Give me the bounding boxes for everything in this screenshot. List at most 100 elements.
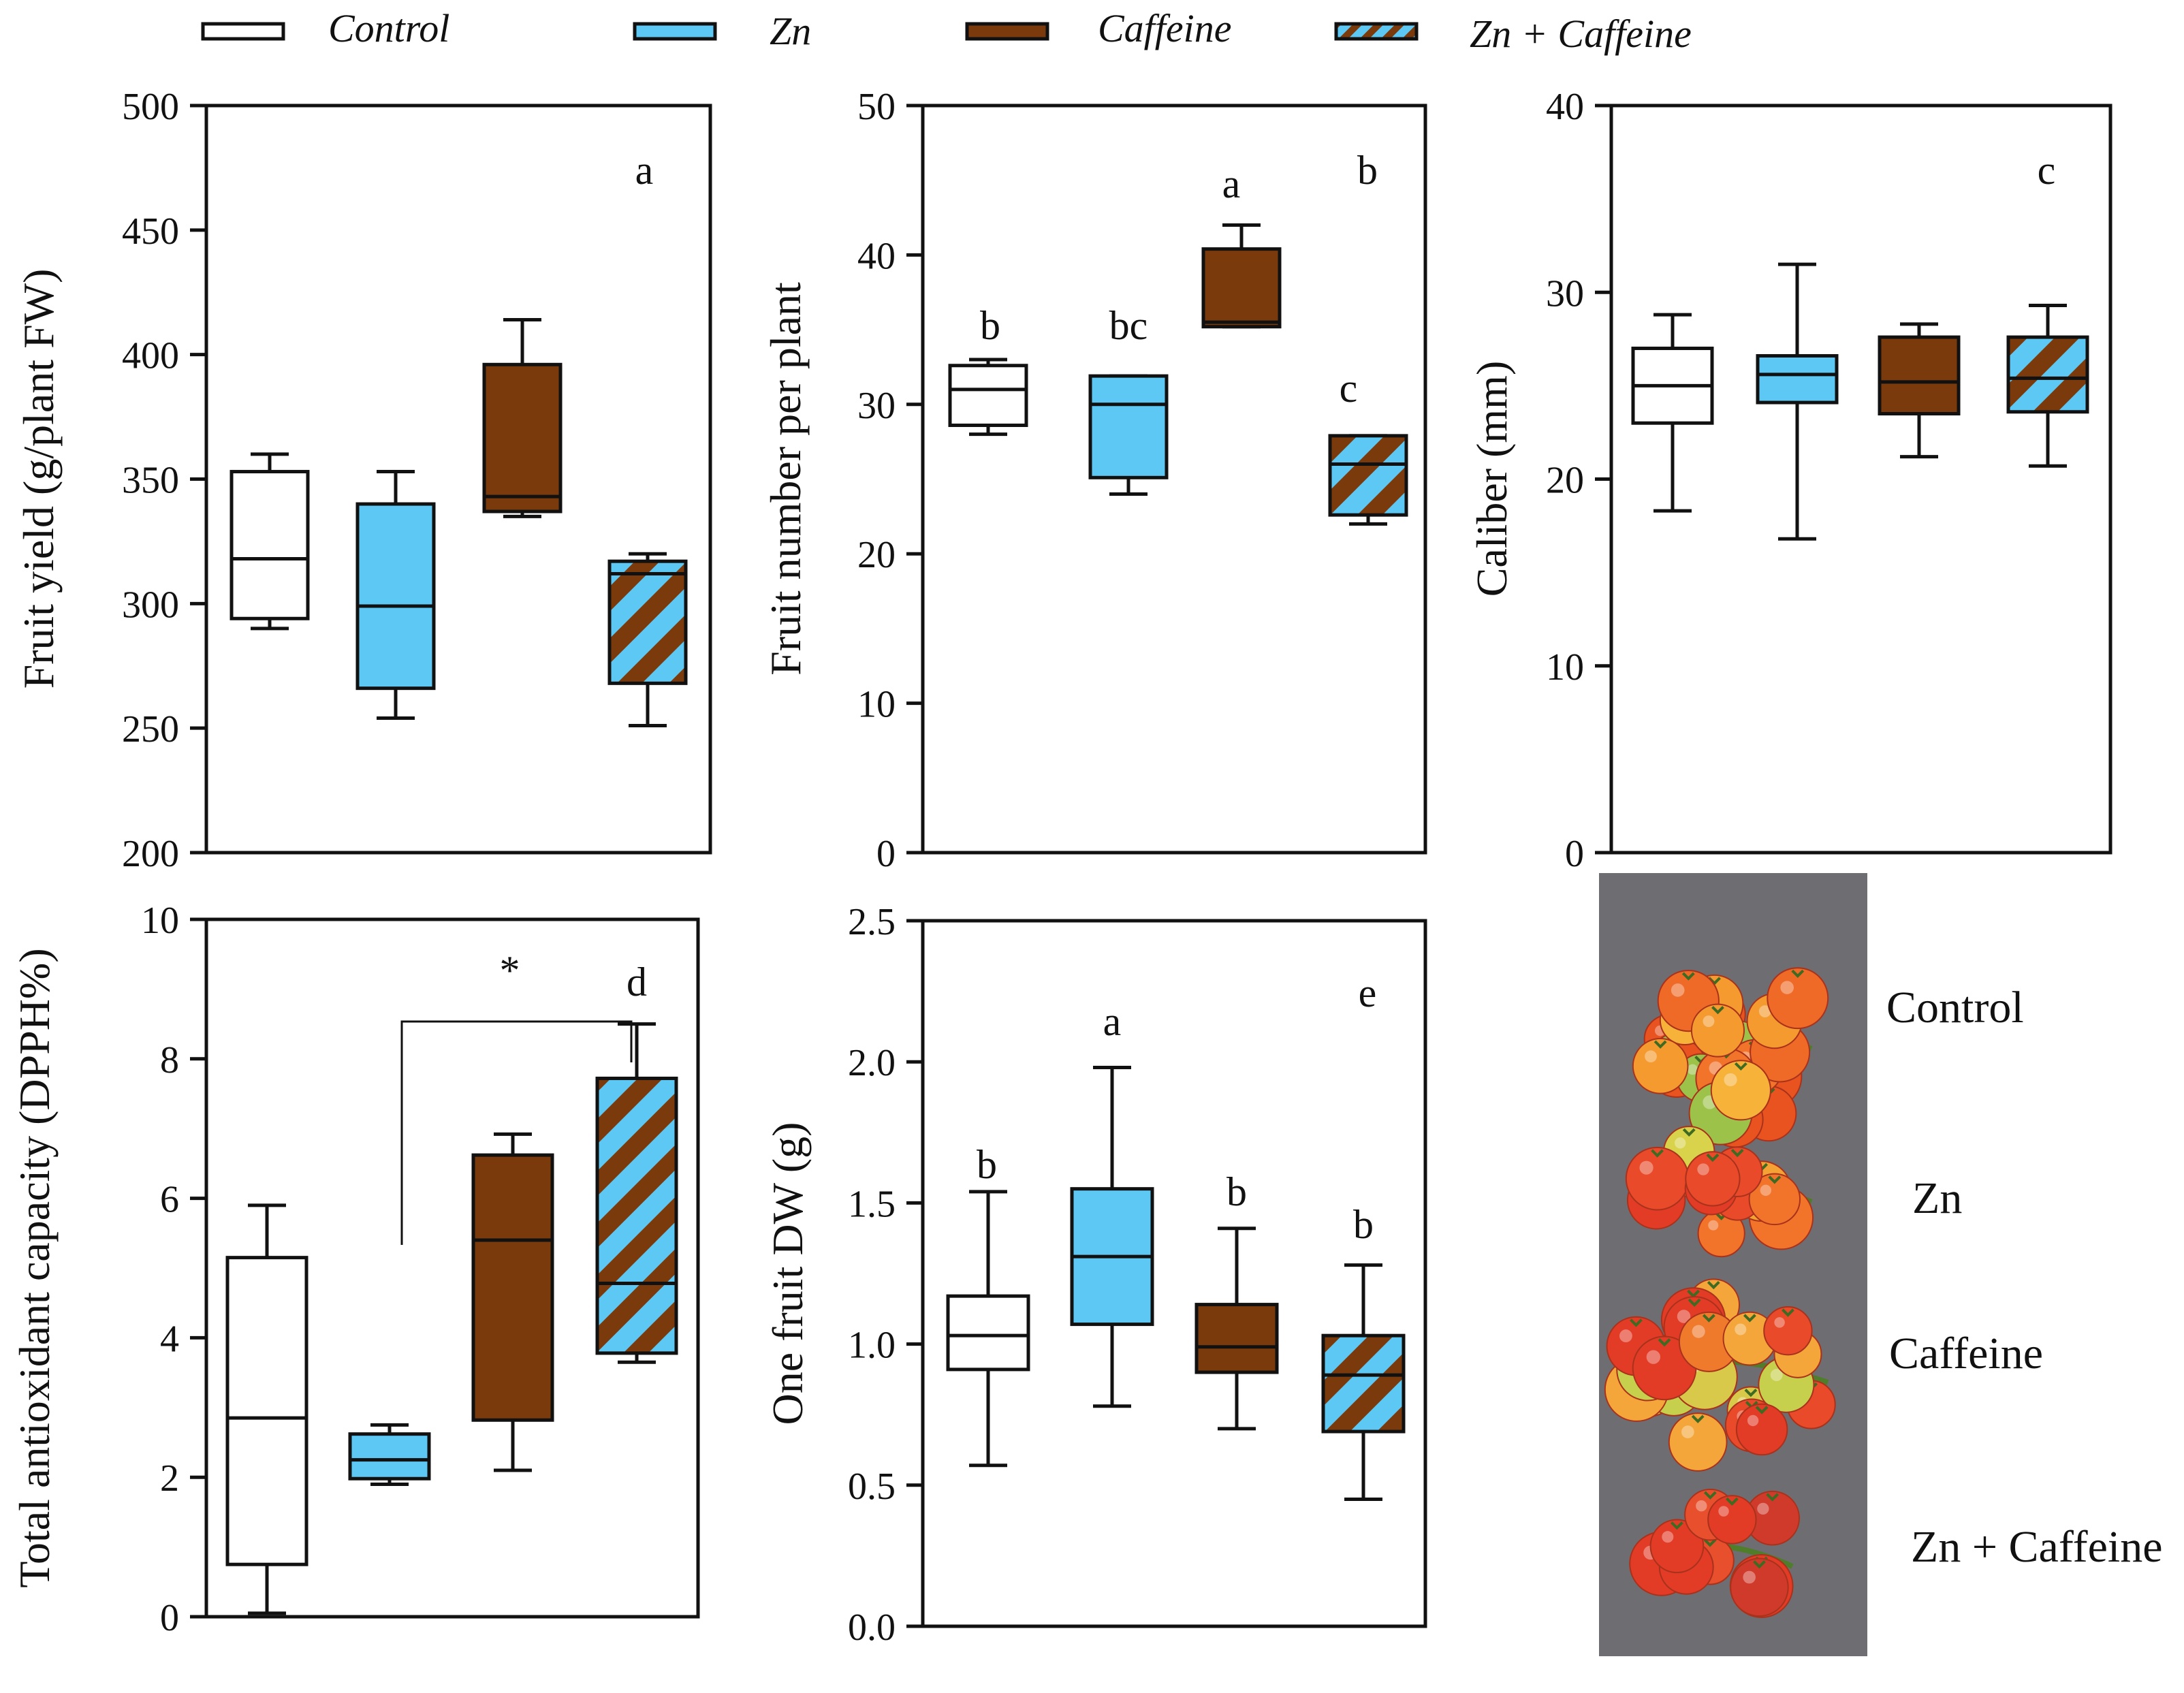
y-tick-label: 450: [122, 210, 179, 253]
tomato-highlight: [1681, 1425, 1694, 1438]
tomato-highlight: [1774, 1317, 1785, 1328]
tomato-calyx: [1768, 1175, 1782, 1184]
tomato-highlight: [1696, 1500, 1707, 1512]
box-caffeine: [1878, 322, 1961, 459]
tomato: [1649, 1519, 1705, 1574]
tomato-highlight: [1743, 1570, 1756, 1584]
box-combo: [1321, 1263, 1406, 1502]
y-tick-label: 10: [857, 684, 896, 726]
y-axis-label-e: One fruit DW (g): [763, 1122, 812, 1425]
y-axis-label-b: Fruit number per plant: [761, 282, 810, 676]
plot-frame-d: [204, 917, 700, 1619]
plot-frame-e: [921, 919, 1427, 1628]
y-tick-label: 40: [857, 235, 896, 277]
tomato-calyx: [1766, 1493, 1779, 1502]
legend-label-caffeine: Caffeine: [1098, 6, 1232, 50]
y-tick-label: 10: [1546, 646, 1584, 689]
tomato-calyx: [1743, 1314, 1756, 1323]
box-caffeine: [471, 1132, 554, 1472]
box-zn: [348, 1423, 431, 1486]
tomato-calyx: [1702, 1314, 1715, 1323]
y-tick-label: 350: [122, 460, 179, 502]
box-zn: [355, 470, 436, 721]
panel-letter-e: e: [1359, 970, 1377, 1015]
tomato: [1730, 1557, 1789, 1617]
box-combo: [607, 552, 688, 728]
y-tick-label: 0.5: [848, 1466, 896, 1508]
y-tick-label: 30: [857, 385, 896, 427]
box-body: [225, 1256, 308, 1566]
y-tick-label: 40: [1546, 86, 1584, 128]
panel-d: 0 2 4 6 8 10 Total antioxidant capacity (DPPH%…: [10, 900, 700, 1639]
tomato-cluster: [1604, 1278, 1836, 1472]
tomato: [1710, 1060, 1771, 1121]
y-tick-label: 400: [122, 335, 179, 377]
tomato-calyx: [1791, 969, 1805, 979]
box-caffeine: [1194, 1227, 1279, 1431]
tomato-cluster: [1625, 1126, 1814, 1258]
significance-letter: b: [1353, 1202, 1374, 1247]
tomato-highlight: [1757, 1502, 1769, 1515]
box-control: [948, 358, 1028, 437]
y-tick-label: 200: [122, 833, 179, 875]
tomato-highlight: [1697, 1163, 1709, 1175]
box-caffeine: [1201, 223, 1282, 329]
tomato-highlight: [1675, 1137, 1686, 1149]
box-control: [230, 452, 310, 631]
box-body: [1194, 1303, 1279, 1374]
box-combo: [1328, 434, 1408, 526]
plot-frame-c: [1609, 104, 2112, 855]
panel-letter-c: c: [2038, 148, 2056, 193]
box-combo: [595, 1022, 678, 1364]
y-axis-label-d: Total antioxidant capacity (DPPH%): [10, 948, 59, 1587]
tomato-highlight: [1677, 1310, 1691, 1323]
panel-c: 0 10 20 30 40 Caliber (mm) c: [1468, 86, 2112, 875]
tomato-calyx: [1753, 1560, 1766, 1569]
significance-star: *: [500, 948, 520, 993]
tomato-highlight: [1619, 1329, 1632, 1343]
tomato: [1767, 967, 1829, 1030]
box-body: [2006, 335, 2089, 414]
y-tick-label: 8: [160, 1039, 179, 1081]
tomato-cluster: [1632, 967, 1829, 1148]
tomato-highlight: [1760, 1184, 1772, 1197]
tomato-highlight: [1646, 1350, 1661, 1364]
y-tick-label: 2: [160, 1457, 179, 1500]
tomato-calyx: [1782, 1308, 1794, 1317]
tomato-calyx: [1653, 1040, 1667, 1049]
tomato-calyx: [1671, 1521, 1683, 1530]
box-caffeine: [482, 317, 563, 518]
box-body: [355, 502, 436, 691]
tomato-highlight: [1718, 1506, 1729, 1517]
box-body: [948, 364, 1028, 428]
box-body: [1201, 247, 1282, 329]
tomato-highlight: [1692, 1325, 1705, 1338]
y-tick-label: 2.0: [848, 1042, 896, 1084]
tomato-cluster: [1629, 1489, 1800, 1618]
y-tick-label: 300: [122, 584, 179, 626]
tomato-highlight: [1758, 1005, 1771, 1017]
y-tick-label: 0: [160, 1597, 179, 1639]
tomato-calyx: [1651, 1149, 1664, 1158]
tomato-calyx: [1744, 1389, 1758, 1397]
tomato-highlight: [1671, 983, 1685, 997]
box-body: [471, 1153, 554, 1422]
significance-letter: b: [980, 303, 1000, 348]
significance-letter: b: [1226, 1169, 1247, 1214]
box-body: [1088, 374, 1169, 479]
tomato: [1668, 1412, 1728, 1472]
tomato: [1690, 1003, 1745, 1058]
tomato: [1685, 1151, 1741, 1207]
tomato-highlight: [1747, 1414, 1759, 1427]
legend: Control Zn Caffeine Zn + Caffeine: [201, 6, 1692, 56]
box-control: [1631, 313, 1714, 513]
significance-letter: a: [1103, 999, 1122, 1044]
box-control: [225, 1203, 308, 1615]
tomato-calyx: [1681, 972, 1695, 981]
y-axis-label-c: Caliber (mm): [1468, 361, 1516, 597]
box-body: [482, 362, 563, 513]
tomato-calyx: [1703, 1491, 1717, 1500]
tomato-calyx: [1730, 1148, 1744, 1158]
y-tick-label: 2.5: [848, 901, 896, 943]
